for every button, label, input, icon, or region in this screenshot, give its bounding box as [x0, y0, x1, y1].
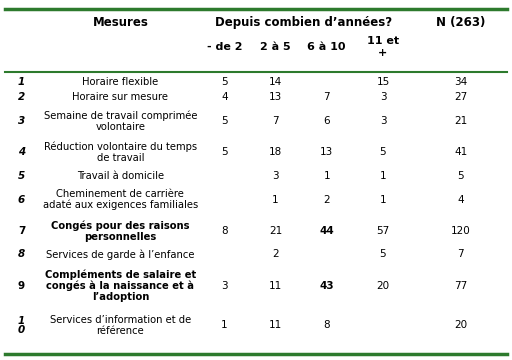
Text: 4: 4 [18, 147, 25, 157]
Text: 5: 5 [458, 171, 464, 181]
Text: 8: 8 [324, 320, 330, 330]
Text: Semaine de travail comprimée
volontaire: Semaine de travail comprimée volontaire [44, 110, 197, 132]
Text: 5: 5 [380, 249, 386, 260]
Text: Travail à domicile: Travail à domicile [77, 171, 164, 181]
Text: 27: 27 [454, 93, 467, 102]
Text: N (263): N (263) [436, 16, 485, 29]
Text: 13: 13 [320, 147, 333, 157]
Text: 7: 7 [272, 116, 279, 126]
Text: 43: 43 [319, 281, 334, 291]
Text: 4: 4 [458, 194, 464, 204]
Text: 13: 13 [269, 93, 282, 102]
Text: 1: 1 [18, 77, 25, 87]
Text: 15: 15 [376, 77, 390, 87]
Text: 18: 18 [269, 147, 282, 157]
Text: 1: 1 [272, 194, 279, 204]
Text: 2: 2 [18, 93, 25, 102]
Text: 7: 7 [458, 249, 464, 260]
Text: 3: 3 [18, 116, 25, 126]
Text: Horaire flexible: Horaire flexible [82, 77, 158, 87]
Text: Depuis combien d’années?: Depuis combien d’années? [215, 16, 392, 29]
Text: Réduction volontaire du temps
de travail: Réduction volontaire du temps de travail [44, 142, 197, 163]
Text: 8: 8 [221, 226, 227, 236]
Text: 1: 1 [324, 171, 330, 181]
Text: 5: 5 [221, 116, 227, 126]
Text: - de 2: - de 2 [206, 42, 242, 52]
Text: 5: 5 [221, 147, 227, 157]
Text: Congés pour des raisons
personnelles: Congés pour des raisons personnelles [51, 220, 189, 242]
Text: 11: 11 [269, 281, 282, 291]
Text: 21: 21 [454, 116, 467, 126]
Text: 41: 41 [454, 147, 467, 157]
Text: 20: 20 [454, 320, 467, 330]
Text: 1: 1 [380, 171, 386, 181]
Text: 20: 20 [376, 281, 390, 291]
Text: 4: 4 [221, 93, 227, 102]
Text: 3: 3 [380, 93, 386, 102]
Text: 8: 8 [18, 249, 25, 260]
Text: 11 et
+: 11 et + [367, 36, 399, 58]
Text: 120: 120 [451, 226, 471, 236]
Text: 77: 77 [454, 281, 467, 291]
Text: Compléments de salaire et
congés à la naissance et à
l’adoption: Compléments de salaire et congés à la na… [45, 270, 196, 302]
Text: 14: 14 [269, 77, 282, 87]
Text: Cheminement de carrière
adaté aux exigences familiales: Cheminement de carrière adaté aux exigen… [42, 189, 198, 210]
Text: 2 à 5: 2 à 5 [260, 42, 291, 52]
Text: 1
0: 1 0 [18, 316, 25, 335]
Text: 9: 9 [18, 281, 25, 291]
Text: 3: 3 [221, 281, 227, 291]
Text: Services de garde à l’enfance: Services de garde à l’enfance [46, 249, 195, 260]
Text: 44: 44 [319, 226, 334, 236]
Text: 6 à 10: 6 à 10 [307, 42, 346, 52]
Text: Mesures: Mesures [92, 16, 148, 29]
Text: 6: 6 [324, 116, 330, 126]
Text: Horaire sur mesure: Horaire sur mesure [72, 93, 168, 102]
Text: 21: 21 [269, 226, 282, 236]
Text: 6: 6 [18, 194, 25, 204]
Text: 5: 5 [18, 171, 25, 181]
Text: 1: 1 [221, 320, 227, 330]
Text: 34: 34 [454, 77, 467, 87]
Text: 5: 5 [221, 77, 227, 87]
Text: 11: 11 [269, 320, 282, 330]
Text: 1: 1 [380, 194, 386, 204]
Text: 3: 3 [272, 171, 279, 181]
Text: 5: 5 [380, 147, 386, 157]
Text: 2: 2 [272, 249, 279, 260]
Text: 7: 7 [18, 226, 25, 236]
Text: 3: 3 [380, 116, 386, 126]
Text: 7: 7 [324, 93, 330, 102]
Text: 57: 57 [376, 226, 390, 236]
Text: Services d’information et de
référence: Services d’information et de référence [50, 315, 191, 336]
Text: 2: 2 [324, 194, 330, 204]
